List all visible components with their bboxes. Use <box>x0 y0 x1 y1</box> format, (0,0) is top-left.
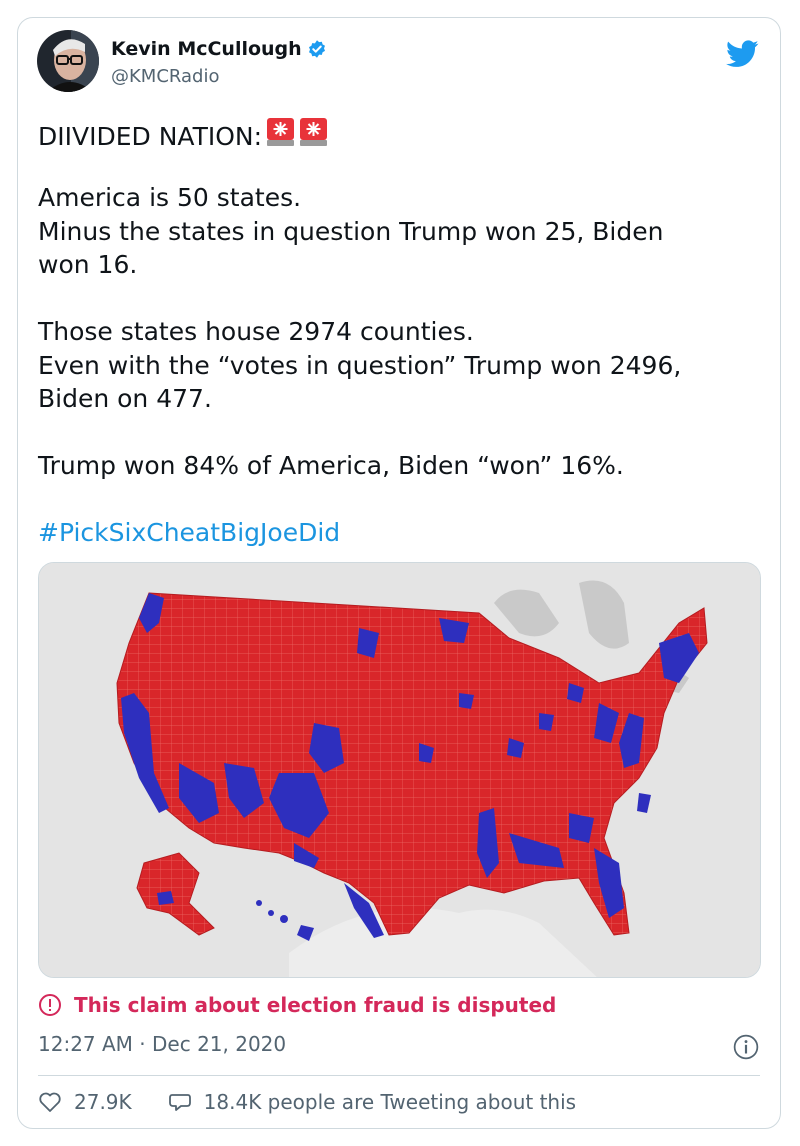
text-line-5: won 16. <box>38 250 138 279</box>
disputed-claim-link[interactable]: This claim about election fraud is dispu… <box>38 993 556 1017</box>
heart-icon <box>39 1092 61 1112</box>
warning-circle-icon <box>39 994 61 1016</box>
conversation-action[interactable]: 18.4K people are Tweeting about this <box>168 1090 576 1114</box>
author-avatar[interactable] <box>37 30 99 92</box>
siren-emoji-icon <box>267 118 328 146</box>
author-name-row[interactable]: Kevin McCullough <box>111 38 327 60</box>
us-county-map-icon <box>39 563 760 977</box>
text-line-9: Biden on 477. <box>38 384 212 413</box>
text-line-4: Minus the states in question Trump won 2… <box>38 216 664 246</box>
verified-badge-icon <box>308 40 325 58</box>
text-line-11: Trump won 84% of America, Biden “won” 16… <box>38 451 624 480</box>
hashtag-link[interactable]: #PickSixCheatBigJoeDid <box>38 518 341 547</box>
like-count: 27.9K <box>74 1090 132 1114</box>
conversation-text: 18.4K people are Tweeting about this <box>203 1090 577 1114</box>
author-name[interactable]: Kevin McCullough <box>111 38 302 60</box>
author-handle[interactable]: @KMCRadio <box>111 66 220 87</box>
text-line-3: America is 50 states. <box>38 183 302 212</box>
footer-divider <box>38 1075 760 1076</box>
like-action[interactable]: 27.9K <box>38 1090 132 1114</box>
twitter-bird-icon[interactable] <box>726 40 759 68</box>
comment-bubble-icon <box>168 1094 191 1111</box>
text-line-7: Those states house 2974 counties. <box>38 317 474 346</box>
tweet-footer: 27.9K 18.4K people are Tweeting about th… <box>38 1090 576 1114</box>
disputed-label: This claim about election fraud is dispu… <box>74 993 557 1017</box>
tweet-card: Kevin McCullough @KMCRadio DIIVIDED NATI… <box>17 17 781 1129</box>
tweet-text: DIIVIDED NATION: America is 50 states. M… <box>38 114 758 550</box>
info-icon[interactable] <box>733 1034 759 1060</box>
us-county-map-image[interactable] <box>38 562 761 978</box>
text-line-1: DIIVIDED NATION: <box>38 114 758 151</box>
text-line-8: Even with the “votes in question” Trump … <box>38 350 682 380</box>
tweet-timestamp[interactable]: 12:27 AM · Dec 21, 2020 <box>38 1032 287 1056</box>
